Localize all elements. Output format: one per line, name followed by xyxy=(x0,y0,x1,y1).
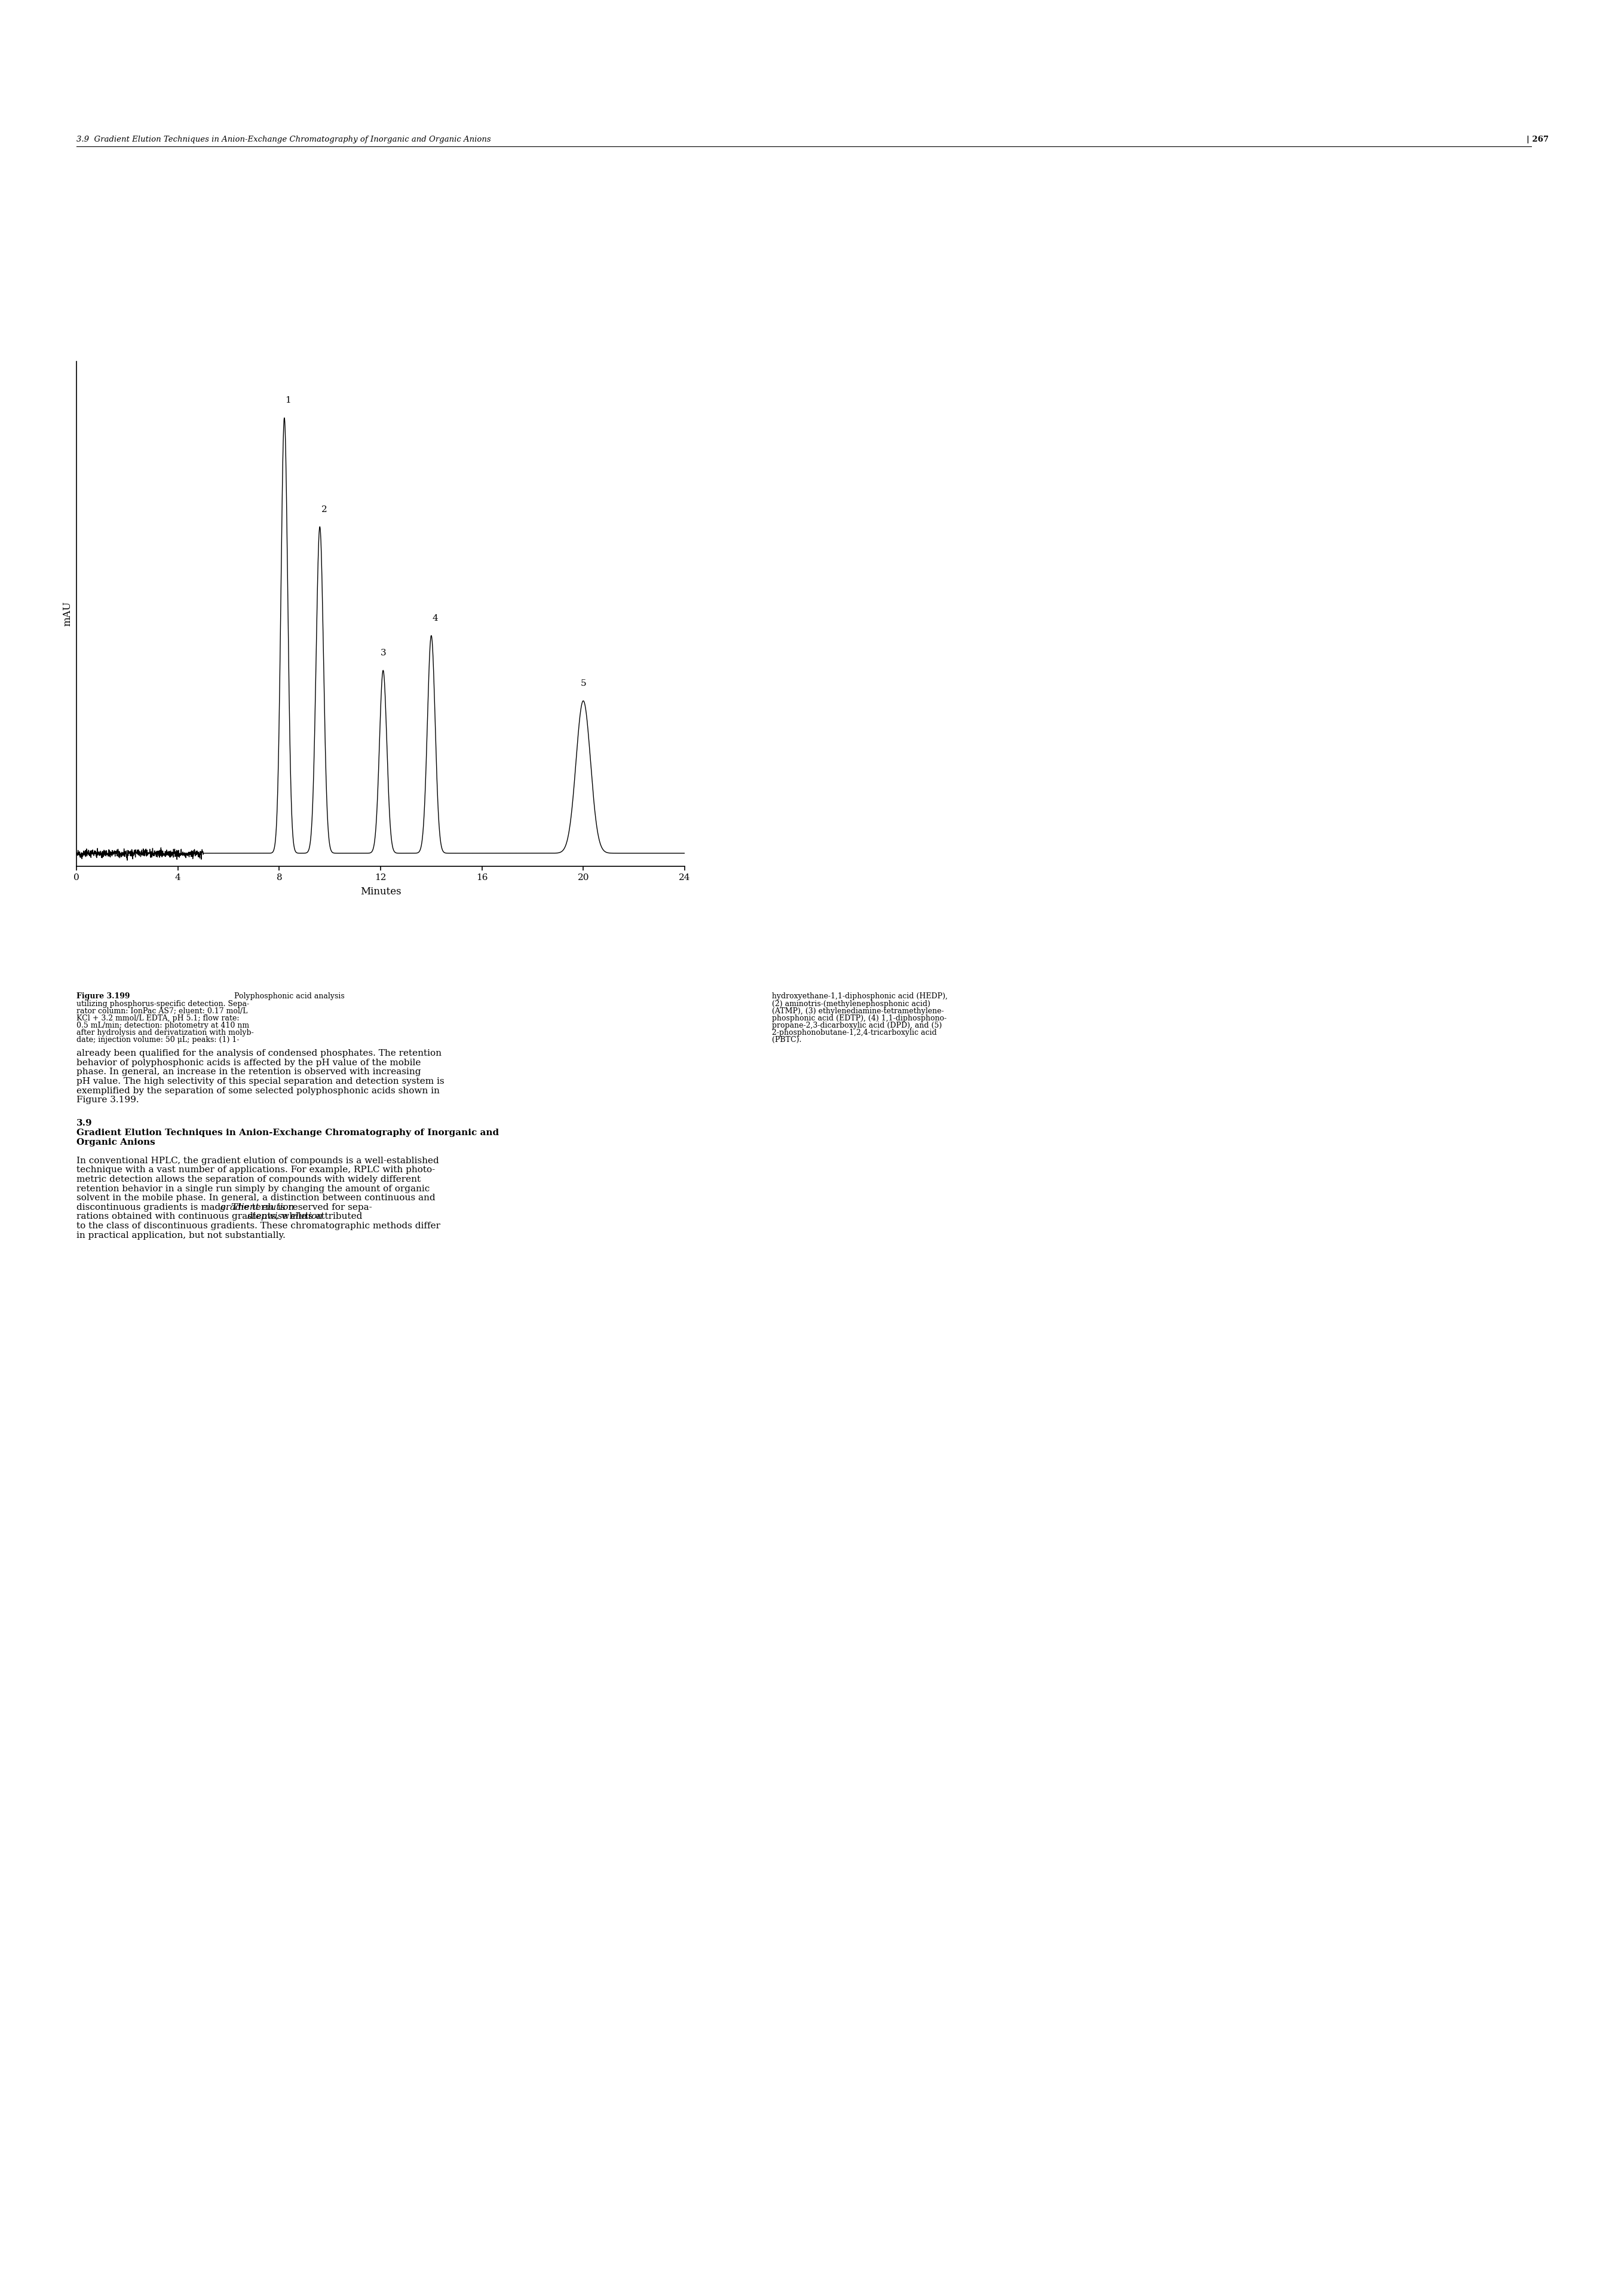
Text: propane-2,3-dicarboxylic acid (DPD), and (5): propane-2,3-dicarboxylic acid (DPD), and… xyxy=(771,1022,942,1029)
Text: already been qualified for the analysis of condensed phosphates. The retention: already been qualified for the analysis … xyxy=(77,1049,442,1058)
Text: pH value. The high selectivity of this special separation and detection system i: pH value. The high selectivity of this s… xyxy=(77,1077,445,1086)
Text: (2) aminotris-(methylenephosphonic acid): (2) aminotris-(methylenephosphonic acid) xyxy=(771,999,930,1008)
Text: 1: 1 xyxy=(285,397,291,404)
Text: 3: 3 xyxy=(381,650,386,657)
Text: 0.5 mL/min; detection: photometry at 410 nm: 0.5 mL/min; detection: photometry at 410… xyxy=(77,1022,250,1029)
Y-axis label: mAU: mAU xyxy=(62,602,72,627)
Text: after hydrolysis and derivatization with molyb-: after hydrolysis and derivatization with… xyxy=(77,1029,254,1038)
Text: behavior of polyphosphonic acids is affected by the pH value of the mobile: behavior of polyphosphonic acids is affe… xyxy=(77,1058,421,1068)
Text: 5: 5 xyxy=(581,680,586,689)
Text: rator column: IonPac AS7; eluent: 0.17 mol/L: rator column: IonPac AS7; eluent: 0.17 m… xyxy=(77,1008,248,1015)
Text: Figure 3.199: Figure 3.199 xyxy=(77,992,130,1001)
Text: Polyphosphonic acid analysis: Polyphosphonic acid analysis xyxy=(232,992,344,1001)
Text: exemplified by the separation of some selected polyphosphonic acids shown in: exemplified by the separation of some se… xyxy=(77,1086,440,1095)
Text: In conventional HPLC, the gradient elution of compounds is a well-established: In conventional HPLC, the gradient eluti… xyxy=(77,1157,438,1164)
Text: is attributed: is attributed xyxy=(302,1212,362,1221)
Text: in practical application, but not substantially.: in practical application, but not substa… xyxy=(77,1231,286,1240)
Text: rations obtained with continuous gradients, while: rations obtained with continuous gradien… xyxy=(77,1212,309,1221)
Text: hydroxyethane-1,1-diphosphonic acid (HEDP),: hydroxyethane-1,1-diphosphonic acid (HED… xyxy=(771,992,947,1001)
Text: | 267: | 267 xyxy=(1526,135,1549,142)
Text: Figure 3.199.: Figure 3.199. xyxy=(77,1095,139,1104)
Text: Gradient Elution Techniques in Anion-Exchange Chromatography of Inorganic and: Gradient Elution Techniques in Anion-Exc… xyxy=(77,1130,499,1137)
Text: phosphonic acid (EDTP), (4) 1,1-diphosphono-: phosphonic acid (EDTP), (4) 1,1-diphosph… xyxy=(771,1015,946,1022)
Text: metric detection allows the separation of compounds with widely different: metric detection allows the separation o… xyxy=(77,1176,421,1182)
Text: discontinuous gradients is made. The term: discontinuous gradients is made. The ter… xyxy=(77,1203,277,1212)
Text: phase. In general, an increase in the retention is observed with increasing: phase. In general, an increase in the re… xyxy=(77,1068,421,1077)
Text: 4: 4 xyxy=(432,613,438,622)
Text: is reserved for sepa-: is reserved for sepa- xyxy=(275,1203,373,1212)
Text: KCl + 3.2 mmol/L EDTA, pH 5.1; flow rate:: KCl + 3.2 mmol/L EDTA, pH 5.1; flow rate… xyxy=(77,1015,240,1022)
Text: (PBTC).: (PBTC). xyxy=(771,1035,802,1045)
Text: date; injection volume: 50 μL; peaks: (1) 1-: date; injection volume: 50 μL; peaks: (1… xyxy=(77,1035,240,1045)
Text: 2-phosphonobutane-1,2,4-tricarboxylic acid: 2-phosphonobutane-1,2,4-tricarboxylic ac… xyxy=(771,1029,936,1038)
Text: retention behavior in a single run simply by changing the amount of organic: retention behavior in a single run simpl… xyxy=(77,1185,430,1194)
Text: 3.9: 3.9 xyxy=(77,1118,93,1127)
Text: to the class of discontinuous gradients. These chromatographic methods differ: to the class of discontinuous gradients.… xyxy=(77,1221,440,1231)
Text: 2: 2 xyxy=(322,505,328,514)
Text: 3.9  Gradient Elution Techniques in Anion-Exchange Chromatography of Inorganic a: 3.9 Gradient Elution Techniques in Anion… xyxy=(77,135,491,142)
Text: stepwise elution: stepwise elution xyxy=(248,1212,323,1221)
Text: gradient elution: gradient elution xyxy=(221,1203,294,1212)
Text: Organic Anions: Organic Anions xyxy=(77,1139,155,1146)
Text: solvent in the mobile phase. In general, a distinction between continuous and: solvent in the mobile phase. In general,… xyxy=(77,1194,435,1203)
Text: technique with a vast number of applications. For example, RPLC with photo-: technique with a vast number of applicat… xyxy=(77,1166,435,1173)
Text: utilizing phosphorus-specific detection. Sepa-: utilizing phosphorus-specific detection.… xyxy=(77,999,250,1008)
X-axis label: Minutes: Minutes xyxy=(360,886,402,898)
Text: (ATMP), (3) ethylenediamine-tetramethylene-: (ATMP), (3) ethylenediamine-tetramethyle… xyxy=(771,1008,944,1015)
